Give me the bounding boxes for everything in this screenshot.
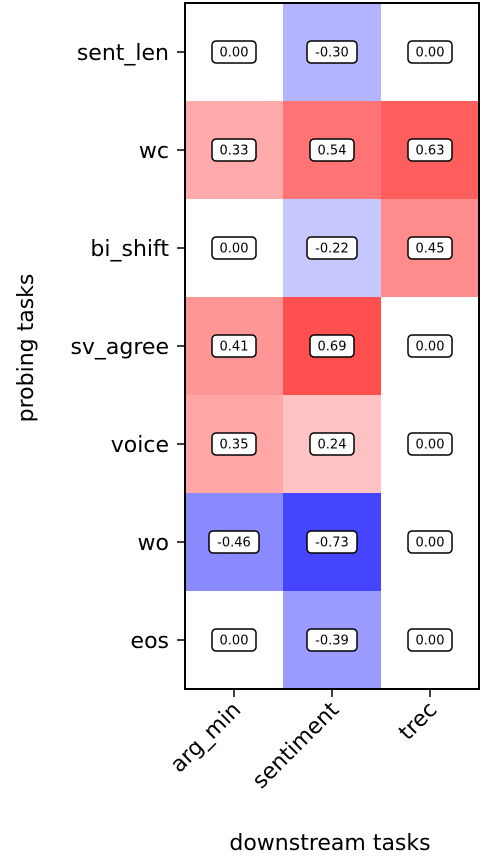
cell-value-label: 0.00	[211, 628, 257, 652]
cell-value-box	[407, 40, 453, 64]
x-tick-label: sentiment	[248, 697, 345, 794]
cell-value-label: 0.33	[211, 138, 257, 162]
x-tick-label: arg_min	[166, 698, 246, 778]
y-axis-label: probing tasks	[14, 274, 39, 423]
cell-value-text: -0.30	[315, 46, 349, 61]
cell-value-box	[407, 530, 453, 554]
cell-value-box	[407, 432, 453, 456]
cell-value-label: 0.69	[309, 334, 355, 358]
cell-value-box	[309, 138, 355, 162]
cell-value-label: -0.46	[208, 530, 260, 554]
cell-value-box	[211, 432, 257, 456]
cell-value-label: 0.00	[407, 530, 453, 554]
cell-value-text: 0.00	[416, 634, 445, 649]
y-tick-label: sent_len	[77, 41, 169, 66]
cell-value-label: -0.73	[306, 530, 358, 554]
cell-value-label: 0.63	[407, 138, 453, 162]
heatmap-value-labels: 0.00 -0.30 0.00 0.33 0.54 0.63 0.00 -0.22 0.45 0.…	[208, 40, 453, 652]
cell-value-label: 0.00	[407, 40, 453, 64]
x-tick-label: trec	[394, 698, 442, 746]
cell-value-box	[208, 530, 260, 554]
cell-value-box	[306, 628, 358, 652]
cell-value-label: 0.00	[407, 432, 453, 456]
cell-value-text: 0.69	[318, 340, 347, 355]
x-axis-ticks: arg_min sentiment trec	[166, 689, 442, 794]
cell-value-text: 0.33	[220, 144, 249, 159]
heatmap-cells	[185, 3, 479, 689]
cell-value-text: 0.41	[220, 340, 249, 355]
y-tick-label: wc	[139, 139, 169, 164]
cell-value-box	[211, 40, 257, 64]
y-tick-label: bi_shift	[90, 237, 169, 262]
cell-value-text: 0.63	[416, 144, 445, 159]
cell-value-box	[407, 334, 453, 358]
cell-value-label: 0.41	[211, 334, 257, 358]
y-tick-label: eos	[131, 629, 169, 654]
cell-value-label: -0.22	[306, 236, 358, 260]
cell-value-box	[309, 432, 355, 456]
cell-value-label: 0.54	[309, 138, 355, 162]
cell-value-label: 0.35	[211, 432, 257, 456]
cell-value-label: 0.00	[407, 628, 453, 652]
cell-value-text: 0.45	[416, 242, 445, 257]
cell-value-box	[211, 236, 257, 260]
cell-value-box	[306, 530, 358, 554]
cell-value-text: -0.22	[315, 242, 349, 257]
cell-value-box	[211, 334, 257, 358]
cell-value-text: -0.39	[315, 634, 349, 649]
cell-value-text: 0.00	[416, 46, 445, 61]
cell-value-text: 0.00	[220, 242, 249, 257]
cell-value-text: 0.00	[416, 536, 445, 551]
cell-value-text: 0.54	[318, 144, 347, 159]
cell-value-text: 0.00	[220, 46, 249, 61]
cell-value-text: 0.00	[416, 340, 445, 355]
cell-value-text: -0.73	[315, 536, 349, 551]
y-tick-label: wo	[138, 531, 169, 556]
cell-value-box	[211, 138, 257, 162]
cell-value-box	[306, 236, 358, 260]
cell-value-box	[309, 334, 355, 358]
cell-value-box	[407, 628, 453, 652]
y-tick-label: voice	[111, 433, 169, 458]
cell-value-text: 0.00	[416, 438, 445, 453]
cell-value-text: 0.35	[220, 438, 249, 453]
x-axis-label: downstream tasks	[229, 831, 430, 856]
cell-value-label: 0.00	[211, 40, 257, 64]
cell-value-text: 0.00	[220, 634, 249, 649]
cell-value-label: -0.39	[306, 628, 358, 652]
cell-value-label: -0.30	[306, 40, 358, 64]
y-tick-label: sv_agree	[70, 335, 169, 360]
cell-value-box	[407, 138, 453, 162]
cell-value-text: -0.46	[217, 536, 251, 551]
cell-value-label: 0.00	[211, 236, 257, 260]
cell-value-text: 0.24	[318, 438, 347, 453]
cell-value-label: 0.24	[309, 432, 355, 456]
cell-value-box	[211, 628, 257, 652]
cell-value-box	[407, 236, 453, 260]
cell-value-box	[306, 40, 358, 64]
cell-value-label: 0.00	[407, 334, 453, 358]
cell-value-label: 0.45	[407, 236, 453, 260]
